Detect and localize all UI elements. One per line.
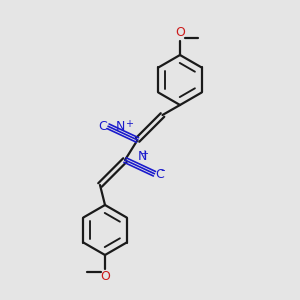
Text: C: C	[98, 120, 107, 133]
Text: C: C	[156, 169, 164, 182]
Text: +: +	[140, 149, 148, 159]
Text: N: N	[138, 150, 147, 163]
Text: +: +	[125, 119, 133, 129]
Text: N: N	[116, 121, 125, 134]
Text: -: -	[160, 164, 165, 177]
Text: O: O	[175, 26, 185, 40]
Text: O: O	[100, 271, 110, 284]
